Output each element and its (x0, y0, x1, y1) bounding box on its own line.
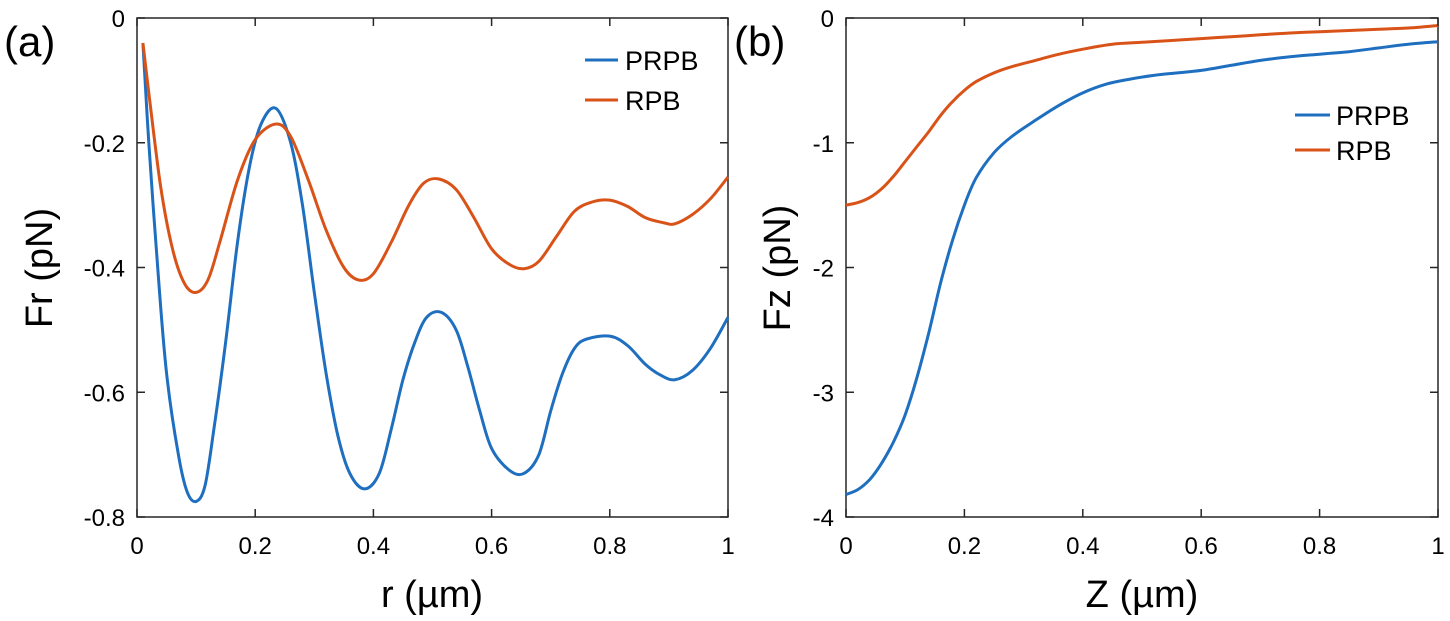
panel-a-ylabel: Fr (pN) (19, 208, 61, 328)
x-tick-label: 0 (130, 533, 143, 560)
x-tick-label: 0.4 (1066, 533, 1099, 560)
y-tick-label: -2 (813, 256, 834, 283)
x-tick-label: 0 (839, 533, 852, 560)
panel-b-ticks: 0 0.2 0.4 0.6 0.8 1 -4 -3 -2 -1 0 (813, 6, 1445, 560)
y-tick-label: -0.4 (84, 256, 125, 283)
panel-a-label: (a) (4, 18, 55, 65)
panel-b-series (845, 24, 1439, 496)
panel-b-ylabel: Fz (pN) (757, 205, 799, 332)
axes-box (845, 17, 1439, 518)
legend-label-rpb: RPB (1336, 136, 1392, 166)
x-tick-label: 1 (1431, 533, 1444, 560)
y-tick-label: 0 (821, 6, 834, 33)
panel-b-label: (b) (734, 18, 785, 65)
x-tick-label: 0.2 (239, 533, 272, 560)
panel-b-legend: PRPB RPB (1295, 101, 1410, 166)
panel-a-series (141, 42, 730, 504)
x-tick-label: 0.2 (948, 533, 981, 560)
series-line-rpb (845, 24, 1439, 207)
panel-a: (a) 0 0.2 0.4 0.6 0.8 1 -0.8 -0.6 -0.4 -0.2 0 r (µ… (4, 6, 735, 616)
x-tick-label: 0.4 (357, 533, 390, 560)
x-tick-label: 0.6 (1185, 533, 1218, 560)
x-tick-label: 0.6 (475, 533, 508, 560)
panel-a-legend: PRPB RPB (585, 46, 699, 116)
y-tick-label: -1 (813, 131, 834, 158)
y-tick-label: -4 (813, 505, 834, 532)
y-tick-label: -3 (813, 380, 834, 407)
legend-label-rpb: RPB (625, 86, 681, 116)
x-tick-label: 1 (721, 533, 734, 560)
series-line-prpb (845, 40, 1439, 496)
x-tick-label: 0.8 (593, 533, 626, 560)
y-tick-label: 0 (112, 6, 125, 33)
panel-b-plot-area (845, 17, 1439, 518)
panel-a-xlabel: r (µm) (381, 574, 483, 616)
y-tick-label: -0.8 (84, 505, 125, 532)
panel-b: (b) 0 0.2 0.4 0.6 0.8 1 -4 -3 -2 -1 0 Z (µm) Fz (p… (734, 6, 1445, 616)
panel-b-xlabel: Z (µm) (1086, 574, 1199, 616)
y-tick-label: -0.6 (84, 380, 125, 407)
x-tick-label: 0.8 (1303, 533, 1336, 560)
y-tick-label: -0.2 (84, 131, 125, 158)
series-line-rpb (141, 42, 730, 294)
legend-label-prpb: PRPB (1336, 101, 1410, 131)
legend-label-prpb: PRPB (625, 46, 699, 76)
panel-a-ticks: 0 0.2 0.4 0.6 0.8 1 -0.8 -0.6 -0.4 -0.2 0 (84, 6, 735, 560)
series-line-prpb (141, 42, 730, 504)
